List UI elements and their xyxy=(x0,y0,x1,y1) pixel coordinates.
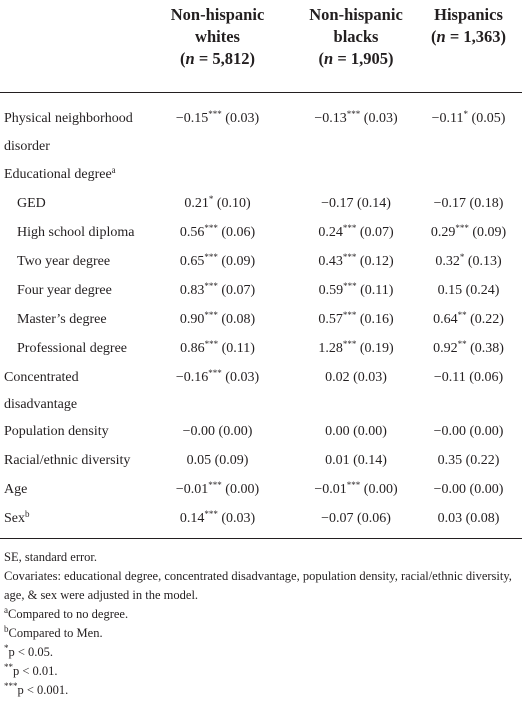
cell-blacks: −0.07 (0.06) xyxy=(321,511,391,526)
row-label: Age xyxy=(4,482,28,497)
cell-whites: −0.16*** (0.03) xyxy=(175,368,260,386)
row-label: Sexb xyxy=(4,509,30,527)
column-header-name: Hispanics xyxy=(434,5,503,24)
cell-blacks: 0.02 (0.03) xyxy=(325,370,387,385)
cell-whites: 0.86*** (0.11) xyxy=(180,339,255,357)
column-header-n: (n = 5,812) xyxy=(180,49,255,68)
cell-hispanics: 0.32* (0.13) xyxy=(435,252,502,270)
row-label-line2: disorder xyxy=(4,139,50,154)
row-label: GED xyxy=(17,196,46,211)
cell-hispanics: 0.92** (0.38) xyxy=(433,339,504,357)
cell-whites: 0.21* (0.10) xyxy=(184,194,251,212)
cell-whites: 0.83*** (0.07) xyxy=(179,281,256,299)
cell-hispanics: −0.00 (0.00) xyxy=(433,482,504,497)
row-label: Racial/ethnic diversity xyxy=(4,453,131,468)
cell-whites: −0.01*** (0.00) xyxy=(175,480,260,498)
column-header-whites: Non-hispanic whites (n = 5,812) xyxy=(140,4,295,70)
cell-hispanics: −0.17 (0.18) xyxy=(433,196,504,211)
row-label: Two year degree xyxy=(17,254,111,269)
column-header-name: Non-hispanic xyxy=(309,5,403,24)
cell-blacks: 0.00 (0.00) xyxy=(325,424,387,439)
cell-blacks: 0.57*** (0.16) xyxy=(318,310,394,328)
row-label-line2: disadvantage xyxy=(4,397,78,412)
cell-blacks: 0.59*** (0.11) xyxy=(318,281,394,299)
cell-whites: 0.14*** (0.03) xyxy=(179,509,256,527)
cell-whites: 0.56*** (0.06) xyxy=(179,223,256,241)
footnote-b: bCompared to Men. xyxy=(4,624,103,641)
cell-blacks: −0.13*** (0.03) xyxy=(314,109,398,127)
row-label: Concentrated xyxy=(4,370,79,385)
cell-hispanics: 0.35 (0.22) xyxy=(437,453,500,468)
footer-rule xyxy=(0,538,522,539)
cell-hispanics: 0.15 (0.24) xyxy=(437,283,500,298)
cell-blacks: 0.01 (0.14) xyxy=(325,453,387,468)
cell-hispanics: 0.29*** (0.09) xyxy=(430,223,507,241)
cell-hispanics: 0.64** (0.22) xyxy=(433,310,504,328)
footnote-se: SE, standard error. xyxy=(4,550,98,564)
cell-blacks: 1.28*** (0.19) xyxy=(318,339,394,357)
cell-hispanics: −0.00 (0.00) xyxy=(433,424,504,439)
cell-whites: −0.15*** (0.03) xyxy=(175,109,260,127)
column-header-name-line2: blacks xyxy=(333,27,379,46)
cell-blacks: 0.43*** (0.12) xyxy=(318,252,394,270)
row-label: Population density xyxy=(4,424,109,439)
column-header-blacks: Non-hispanic blacks (n = 1,905) xyxy=(292,4,420,70)
column-header-name-line2: whites xyxy=(195,27,240,46)
column-header-hispanics: Hispanics (n = 1,363) xyxy=(415,4,522,48)
cell-blacks: −0.01*** (0.00) xyxy=(314,480,398,498)
footnote-a: aCompared to no degree. xyxy=(4,605,129,622)
row-label: Professional degree xyxy=(17,341,128,356)
column-header-n: (n = 1,905) xyxy=(318,49,394,68)
cell-whites: 0.90*** (0.08) xyxy=(179,310,256,328)
cell-hispanics: 0.03 (0.08) xyxy=(437,511,500,526)
footnote-covariates: Covariates: educational degree, concentr… xyxy=(4,569,512,602)
cell-whites: 0.65*** (0.09) xyxy=(179,252,256,270)
column-header-name: Non-hispanic xyxy=(170,5,265,24)
header-rule xyxy=(0,92,522,93)
footnote-p001: ***p < 0.001. xyxy=(4,681,69,698)
cell-blacks: −0.17 (0.14) xyxy=(321,196,391,211)
cell-whites: 0.05 (0.09) xyxy=(186,453,249,468)
row-label: High school diploma xyxy=(17,225,135,240)
cell-hispanics: −0.11 (0.06) xyxy=(433,370,504,385)
cell-hispanics: −0.11* (0.05) xyxy=(431,109,506,127)
row-label: Educational degreea xyxy=(4,165,116,183)
cell-blacks: 0.24*** (0.07) xyxy=(318,223,394,241)
footnote-p01: **p < 0.01. xyxy=(4,662,58,679)
row-label: Physical neighborhood xyxy=(4,111,133,126)
footnote-p05: *p < 0.05. xyxy=(4,643,54,660)
column-header-n: (n = 1,363) xyxy=(431,27,506,46)
table-footnotes: SE, standard error. Covariates: educatio… xyxy=(4,548,518,700)
row-label: Master’s degree xyxy=(17,312,107,327)
row-label: Four year degree xyxy=(17,283,112,298)
cell-whites: −0.00 (0.00) xyxy=(182,424,253,439)
